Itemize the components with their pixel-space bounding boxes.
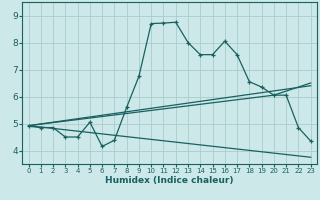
X-axis label: Humidex (Indice chaleur): Humidex (Indice chaleur)	[105, 176, 234, 185]
